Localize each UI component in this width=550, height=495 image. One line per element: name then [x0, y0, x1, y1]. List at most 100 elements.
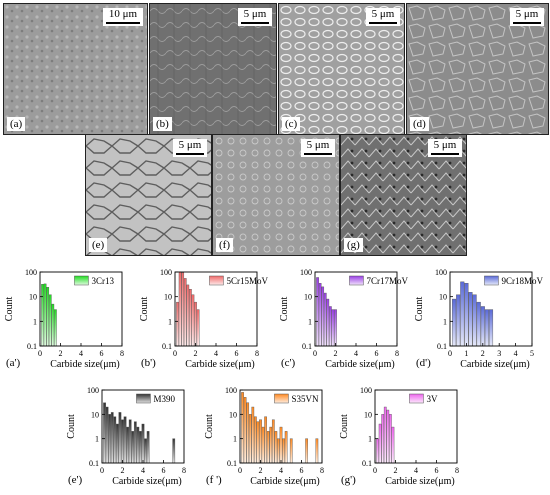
y-tick-label: 0.1 — [89, 459, 99, 468]
bar — [264, 416, 267, 464]
x-tick-label: 0 — [448, 349, 452, 358]
bar — [128, 419, 132, 464]
bar — [266, 431, 270, 464]
bar — [279, 426, 283, 464]
bar — [318, 283, 322, 347]
x-tick-label: 0 — [313, 349, 317, 358]
panel-label: (d) — [410, 117, 429, 131]
bar — [277, 438, 280, 464]
panel-label: (f) — [216, 238, 233, 252]
bar — [54, 309, 57, 347]
y-tick-label: 1 — [95, 435, 99, 444]
bar — [116, 423, 119, 464]
bar — [172, 438, 176, 464]
legend-swatch — [349, 275, 364, 286]
chart-panel-label: (f ') — [206, 474, 222, 486]
legend-swatch — [136, 393, 151, 404]
legend-swatch — [484, 275, 499, 286]
scale-bar-label: 10 μm — [108, 8, 138, 20]
y-axis-label: Count — [204, 414, 215, 439]
y-tick-label: 10 — [439, 293, 447, 302]
x-axis-label: Carbide size(μm) — [112, 476, 182, 487]
legend-swatch — [409, 393, 424, 404]
chart-panel-label: (d') — [416, 357, 431, 369]
bar — [326, 298, 330, 347]
bar — [186, 284, 190, 347]
y-tick-label: 1 — [168, 317, 172, 326]
x-tick-label: 8 — [182, 466, 186, 475]
bar — [131, 431, 135, 464]
histogram-7cr17mov: 0 2 4 6 8 0.1 1 10 100 Carbide size(μm) Count 7Cr17… — [279, 268, 408, 370]
panel-label: (e) — [89, 238, 108, 252]
bar — [391, 426, 395, 464]
histogram-9cr18mov: 0 1 2 3 4 5 0.1 1 10 100 Carbide size(μm) Count 9Cr1… — [414, 268, 543, 370]
y-axis-label: Count — [4, 297, 15, 322]
legend-label: M390 — [153, 394, 175, 404]
bar — [183, 278, 187, 347]
chart-panel-label: (b') — [141, 357, 156, 369]
x-tick-label: 2 — [121, 466, 125, 475]
y-tick-label: 100 — [360, 386, 372, 395]
panel-label: (a) — [7, 117, 26, 131]
x-tick-label: 2 — [334, 349, 338, 358]
bar — [334, 309, 337, 347]
scale-bar: 10 μm — [103, 8, 143, 26]
legend-label: S35VN — [291, 394, 319, 404]
panel-label: (c) — [282, 117, 301, 131]
x-tick-label: 0 — [373, 466, 377, 475]
x-tick-label: 6 — [100, 349, 104, 358]
bar — [241, 392, 244, 464]
bar — [480, 306, 485, 347]
x-tick-label: 8 — [320, 466, 324, 475]
x-tick-label: 6 — [300, 466, 304, 475]
y-tick-label: 0.1 — [437, 342, 447, 351]
bar — [178, 271, 182, 347]
bar — [274, 431, 278, 464]
bar — [46, 287, 50, 347]
y-axis-label: Count — [139, 297, 150, 322]
scale-bar: 5 μm — [510, 8, 544, 26]
bar — [121, 419, 124, 464]
x-axis-label: Carbide size(μm) — [325, 359, 395, 370]
histogram-s35vn: 0 2 4 6 8 0.1 1 10 100 Carbide size(μm) Count S35VN… — [204, 386, 324, 487]
x-tick-label: 4 — [514, 349, 518, 358]
histogram-3v: 0 2 4 6 8 0.1 1 10 100 Carbide size(μm) Count 3V (g'… — [339, 386, 459, 487]
bar — [126, 426, 129, 464]
y-tick-label: 0.1 — [362, 459, 372, 468]
bar — [41, 284, 44, 347]
scale-bar: 5 μm — [428, 139, 462, 157]
x-tick-label: 6 — [162, 466, 166, 475]
micrograph-e: 5 μm (e) — [85, 134, 212, 256]
y-axis-label: Count — [339, 414, 350, 439]
chart-panel-label: (e') — [68, 474, 83, 486]
y-axis-label: Count — [414, 297, 425, 322]
y-tick-label: 100 — [160, 268, 172, 277]
micrograph-g: 5 μm (g) — [340, 134, 467, 256]
x-axis-label: Carbide size(μm) — [50, 359, 120, 370]
y-tick-label: 1 — [368, 435, 372, 444]
bar — [259, 419, 262, 464]
legend-label: 3Cr13 — [91, 276, 114, 286]
x-tick-label: 2 — [59, 349, 63, 358]
panel-label: (b) — [153, 117, 172, 131]
legend-swatch — [209, 275, 224, 286]
bar — [460, 281, 465, 347]
y-tick-label: 0.1 — [162, 342, 172, 351]
scale-bar: 5 μm — [238, 8, 272, 26]
bar — [289, 438, 293, 464]
x-tick-label: 0 — [173, 349, 177, 358]
y-tick-label: 0.1 — [27, 342, 37, 351]
plot-frame — [449, 271, 533, 347]
bar — [381, 414, 385, 464]
x-tick-label: 1 — [464, 349, 468, 358]
x-tick-label: 4 — [79, 349, 83, 358]
bar — [118, 412, 122, 464]
x-axis-label: Carbide size(μm) — [460, 359, 530, 370]
x-axis-label: Carbide size(μm) — [250, 476, 320, 487]
bar — [103, 402, 106, 464]
bar — [189, 289, 192, 347]
y-tick-label: 10 — [304, 293, 312, 302]
bar — [141, 423, 145, 464]
bar — [271, 419, 275, 464]
bar — [378, 423, 382, 464]
